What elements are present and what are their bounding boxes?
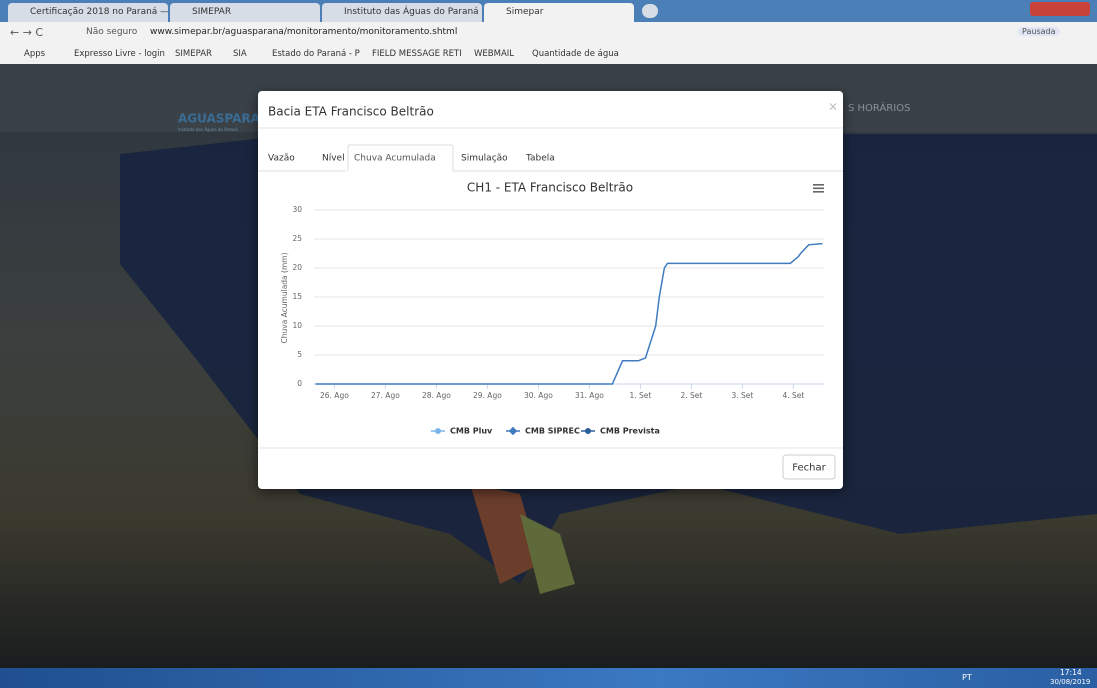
- tab[interactable]: Simulação: [461, 154, 508, 164]
- legend-label[interactable]: CMB SIPREC: [525, 427, 580, 436]
- chart-menu[interactable]: [813, 184, 824, 193]
- profile[interactable]: Pausada: [1018, 27, 1060, 36]
- clock-date: 30/08/2019: [1050, 678, 1090, 686]
- legend-marker: [509, 427, 517, 435]
- tab[interactable]: Vazão: [268, 154, 295, 164]
- legend-marker: [585, 428, 591, 434]
- line-series: [316, 244, 823, 384]
- browser-tab[interactable]: Instituto das Águas do Paraná: [322, 3, 482, 22]
- page: {"browser":{"tabs":["Certificação 2018 n…: [0, 0, 1097, 688]
- bookmark[interactable]: Expresso Livre - login: [74, 49, 165, 59]
- x-tick-label: 1. Set: [629, 391, 651, 400]
- x-tick-label: 4. Set: [782, 391, 804, 400]
- browser-tab[interactable]: Certificação 2018 no Paraná — P: [8, 3, 168, 22]
- y-axis-label: Chuva Acumulada (mm): [280, 252, 289, 343]
- x-tick-label: 2. Set: [680, 391, 702, 400]
- bookmark[interactable]: SIA: [233, 49, 247, 59]
- site-logo-subtitle: Instituto das Águas do Paraná: [178, 127, 238, 132]
- tab-bar: Certificação 2018 no Paraná — P SIMEPAR …: [0, 0, 1097, 22]
- tab[interactable]: Tabela: [525, 154, 555, 164]
- close-icon[interactable]: ×: [828, 100, 838, 114]
- bookmark[interactable]: WEBMAIL: [474, 49, 514, 59]
- tab[interactable]: Nível: [322, 154, 345, 164]
- bookmark[interactable]: SIMEPAR: [175, 49, 212, 59]
- address-bar: ← → C Não seguro www.simepar.br/aguaspar…: [0, 22, 1097, 44]
- legend-label[interactable]: CMB Pluv: [450, 427, 493, 436]
- legend-label[interactable]: CMB Prevista: [600, 427, 660, 436]
- y-tick-label: 5: [297, 350, 302, 359]
- legend-marker: [435, 428, 441, 434]
- x-tick-label: 27. Ago: [371, 391, 400, 400]
- modal-title: Bacia ETA Francisco Beltrão: [268, 105, 434, 119]
- modal-content: Bacia ETA Francisco Beltrão × Fechar CH1…: [258, 91, 843, 489]
- y-tick-label: 30: [292, 205, 302, 214]
- bookmark[interactable]: Quantidade de água: [532, 49, 619, 59]
- y-tick-label: 0: [297, 379, 302, 388]
- site-menu[interactable]: S HORÁRIOS: [848, 101, 910, 114]
- clock-time: 17:14: [1060, 668, 1082, 677]
- bookmark[interactable]: FIELD MESSAGE RETI: [372, 49, 462, 59]
- y-tick-label: 25: [292, 234, 302, 243]
- tab[interactable]: Chuva Acumulada: [354, 154, 436, 164]
- window-controls[interactable]: [1030, 2, 1090, 16]
- chart-title: CH1 - ETA Francisco Beltrão: [467, 181, 633, 195]
- browser-tab[interactable]: Simepar: [484, 3, 634, 22]
- bookmarks-bar: Apps Expresso Livre - login SIMEPAR SIA …: [0, 44, 1097, 65]
- y-tick-label: 20: [292, 263, 302, 272]
- x-tick-label: 29. Ago: [473, 391, 502, 400]
- bookmark[interactable]: Apps: [24, 49, 45, 59]
- modal: Bacia ETA Francisco Beltrão × Fechar CH1…: [258, 91, 843, 489]
- x-tick-label: 30. Ago: [524, 391, 553, 400]
- y-tick-label: 10: [292, 321, 302, 330]
- browser-tab[interactable]: SIMEPAR: [170, 3, 320, 22]
- taskbar: PT 17:14 30/08/2019: [0, 668, 1097, 688]
- url[interactable]: www.simepar.br/aguasparana/monitoramento…: [150, 27, 457, 37]
- y-tick-label: 15: [292, 292, 302, 301]
- x-tick-label: 31. Ago: [575, 391, 604, 400]
- close-button-label[interactable]: Fechar: [792, 463, 826, 474]
- x-tick-label: 3. Set: [731, 391, 753, 400]
- new-tab[interactable]: [642, 4, 658, 18]
- x-tick-label: 26. Ago: [320, 391, 349, 400]
- security: Não seguro: [86, 27, 137, 37]
- language[interactable]: PT: [962, 673, 972, 682]
- bookmark[interactable]: Estado do Paraná - P: [272, 49, 360, 59]
- x-tick-label: 28. Ago: [422, 391, 451, 400]
- nav-buttons[interactable]: ← → C: [10, 26, 43, 39]
